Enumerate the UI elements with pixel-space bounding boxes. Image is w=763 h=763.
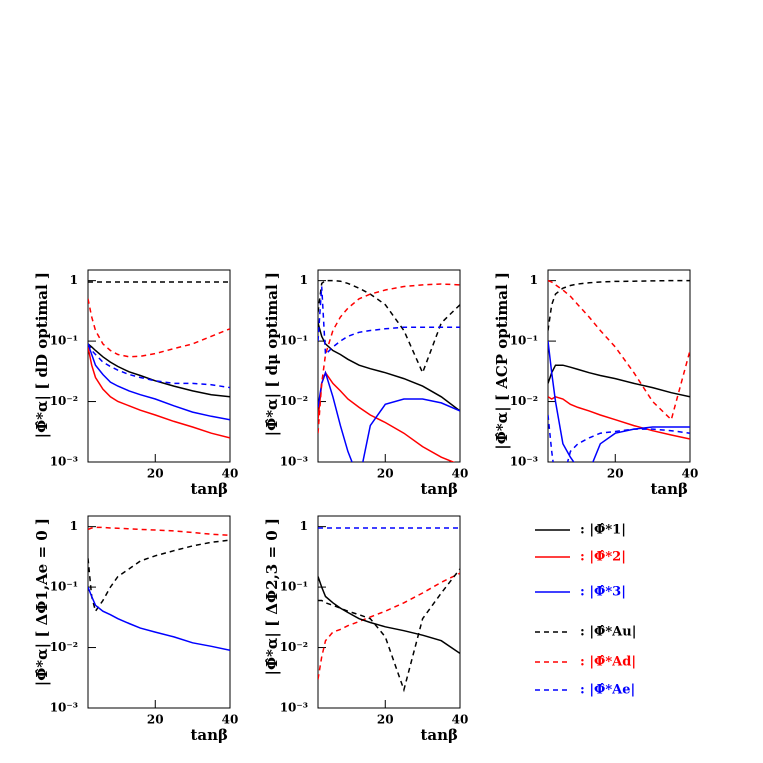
plot-frame [87,515,231,709]
legend-label: : |Φ̂*Ad| [580,655,636,670]
y-tick-label: 10⁻¹ [280,334,308,348]
y-tick-label: 10⁻¹ [50,580,78,594]
series-line [88,298,230,358]
series-line [548,279,690,331]
y-tick-label: 10⁻³ [50,455,78,469]
y-axis-label: |Φ̂*α| [ ΔΦ2,3 = 0 ] [263,518,281,675]
y-tick-label: 10⁻¹ [510,334,538,348]
series-line [318,283,460,434]
legend-label: : |Φ̂*3| [580,585,626,600]
legend-label: : |Φ̂*2| [580,550,626,565]
y-axis-label: |Φ̂*α| [ dD optimal ] [33,272,51,438]
y-tick-label: 10⁻² [280,640,308,654]
y-tick-label: 10⁻² [280,394,308,408]
y-tick-label: 10⁻¹ [280,580,308,594]
x-tick-label: 20 [377,467,394,481]
y-tick-label: 10⁻² [50,640,78,654]
plot-frame [87,269,231,463]
y-tick-label: 1 [70,273,78,287]
x-axis-label: tanβ [650,480,688,498]
series-line [318,572,460,680]
x-axis-label: tanβ [420,480,458,498]
x-tick-label: 20 [607,467,624,481]
series-line [318,568,460,693]
x-tick-label: 40 [222,467,239,481]
y-tick-label: 10⁻² [50,394,78,408]
y-axis-label: |Φ̂*α| [ ACP optimal ] [493,272,511,450]
x-axis-label: tanβ [190,726,228,744]
series-line [318,322,460,412]
x-tick-label: 20 [147,467,164,481]
y-tick-label: 1 [70,519,78,533]
plot-frame [317,269,461,463]
x-tick-label: 20 [377,713,394,727]
x-tick-label: 40 [452,467,469,481]
legend-label: : |Φ̂*Ae| [580,683,635,698]
series-line [548,364,690,398]
series-line [88,343,230,398]
y-tick-label: 10⁻¹ [50,334,78,348]
y-tick-label: 10⁻³ [280,701,308,715]
series-line [318,286,460,357]
x-tick-label: 40 [682,467,699,481]
series-line [88,343,230,421]
series-line [318,576,460,655]
y-tick-label: 10⁻³ [280,455,308,469]
y-tick-label: 10⁻³ [50,701,78,715]
series-line [88,343,230,389]
x-tick-label: 40 [222,713,239,727]
series-line [88,539,230,613]
series-line [548,414,690,462]
plot-frame [547,269,691,463]
x-axis-label: tanβ [420,726,458,744]
y-tick-label: 1 [300,519,308,533]
x-tick-label: 20 [147,713,164,727]
y-tick-label: 1 [300,273,308,287]
y-tick-label: 1 [530,273,538,287]
y-axis-label: |Φ̂*α| [ dμ optimal ] [263,272,281,436]
series-line [548,341,690,462]
legend-label: : |Φ̂*1| [580,523,626,538]
x-axis-label: tanβ [190,480,228,498]
series-line [548,279,690,422]
y-tick-label: 10⁻³ [510,455,538,469]
series-line [88,526,230,537]
series-line [318,370,460,462]
x-tick-label: 40 [452,713,469,727]
series-line [88,586,230,652]
plot-frame [317,515,461,709]
series-line [88,346,230,439]
y-axis-label: |Φ̂*α| [ ΔΦ1,Ae = 0 ] [33,518,51,686]
legend-label: : |Φ̂*Au| [580,625,636,640]
y-tick-label: 10⁻² [510,394,538,408]
